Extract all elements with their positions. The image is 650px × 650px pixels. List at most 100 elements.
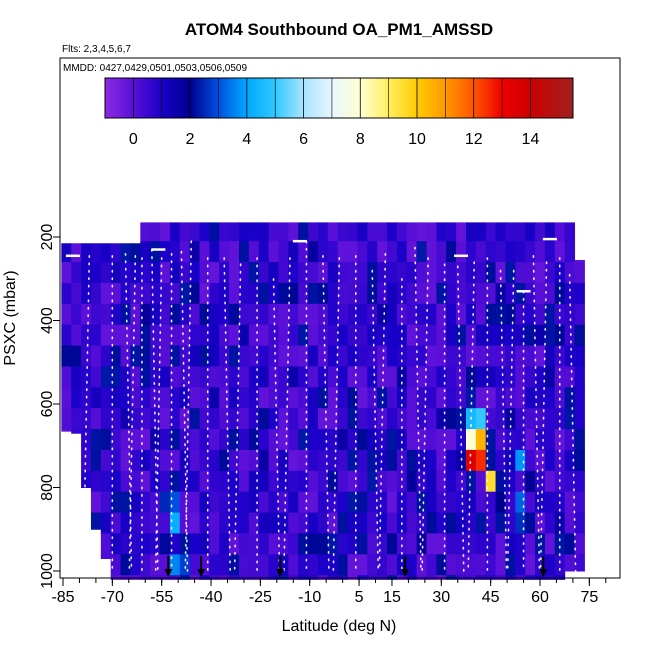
heatmap-cell [288,366,299,388]
y-axis: 200 400 600 800 1000 [39,224,60,589]
colorbar-tick-label: 10 [408,131,426,148]
heatmap-cell [416,429,428,451]
heatmap-cell [209,512,220,534]
heatmap-cell [229,512,240,534]
heatmap-cell [406,533,418,555]
heatmap-cell [219,449,230,472]
heatmap-cell [100,303,112,326]
heatmap-cell [90,324,102,347]
heatmap-cell [347,387,358,409]
flight-path [154,257,163,572]
heatmap-cell [347,366,358,388]
heatmap-cell [150,262,161,284]
heatmap-cell [505,533,516,555]
flight-path [124,252,133,572]
heatmap-cell [505,470,516,493]
heatmap-cell [495,366,506,388]
heatmap-cell [446,262,457,284]
heatmap-cell [564,222,576,242]
heatmap-cell [436,554,447,576]
heatmap-cell [465,303,477,326]
heatmap-cell [475,491,487,514]
heatmap-cell [337,554,349,576]
heatmap-cell [327,366,339,388]
heatmap-cell [100,554,112,559]
heatmap-cell [239,366,250,388]
heatmap-cell [475,262,487,284]
heatmap-cell [406,303,418,326]
heatmap-cell [258,533,270,555]
heatmap-cell [416,408,428,430]
heatmap-cell [465,345,477,367]
heatmap-cell [515,387,526,409]
heatmap-cell [308,408,319,430]
heatmap-cell [140,366,151,388]
x-tick-label: -25 [249,589,272,606]
heatmap-cell [90,512,102,530]
heatmap-cell [515,491,526,514]
heatmap-cell [71,262,82,284]
heatmap-cell [219,408,230,430]
heatmap-cell [160,282,171,305]
heatmap-cell [209,429,220,451]
heatmap-cell [436,408,447,430]
heatmap-cell [248,533,260,555]
colorbar-tick-label: 14 [522,131,540,148]
heatmap-cell [505,449,516,472]
flight-path [233,263,242,572]
heatmap-cell [515,366,526,388]
heatmap-cell [199,262,210,284]
heatmap-cell [406,408,418,430]
heatmap-cell [239,512,250,534]
heatmap-cell [544,282,556,305]
heatmap-cell [81,470,92,488]
heatmap-cell [505,241,516,263]
heatmap-cell [327,408,339,430]
marker-arrow-head [197,569,206,577]
heatmap-cell [258,470,270,493]
heatmap-cell [446,512,457,534]
heatmap-cell [535,345,546,367]
heatmap-cell [544,533,556,555]
heatmap-cell [239,324,250,347]
heatmap-cell [337,429,349,451]
heatmap-cell [456,533,467,555]
heatmap-cell [248,222,260,242]
heatmap-cell [357,470,368,493]
heatmap-cell [317,303,329,326]
heatmap-cell [564,345,576,367]
heatmap-cell [169,429,181,451]
heatmap-cell [199,554,210,576]
heatmap-cell [327,387,339,409]
heatmap-cell [179,222,191,242]
heatmap-cell [495,429,506,451]
heatmap-cell [317,222,329,242]
heatmap-cell [426,366,437,388]
colorbar-gradient [104,77,574,119]
heatmap-cell [475,222,487,242]
heatmap-cell [110,243,122,263]
heatmap-cell [367,241,378,263]
heatmap-cell [100,345,112,367]
heatmap-cell [574,429,585,451]
heatmap-cell [179,241,191,263]
heatmap-cell [357,429,368,451]
heatmap-cell [337,366,349,388]
heatmap-cell [396,303,408,326]
heatmap-cell [219,429,230,451]
heatmap-cell [544,345,556,367]
heatmap-cell [426,345,437,367]
heatmap-cell [465,262,477,284]
heatmap-cell [288,345,299,367]
heatmap-cell [219,470,230,493]
heatmap-cell [130,303,141,326]
heatmap-cell [189,222,201,242]
heatmap-cell [130,366,141,388]
heatmap-cell [574,262,585,284]
heatmap-cell [278,470,289,493]
heatmap-cell [337,303,349,326]
heatmap-cell [495,345,506,367]
heatmap-cell [357,387,368,409]
heatmap-cell [485,491,497,514]
heatmap-cell [485,449,497,472]
